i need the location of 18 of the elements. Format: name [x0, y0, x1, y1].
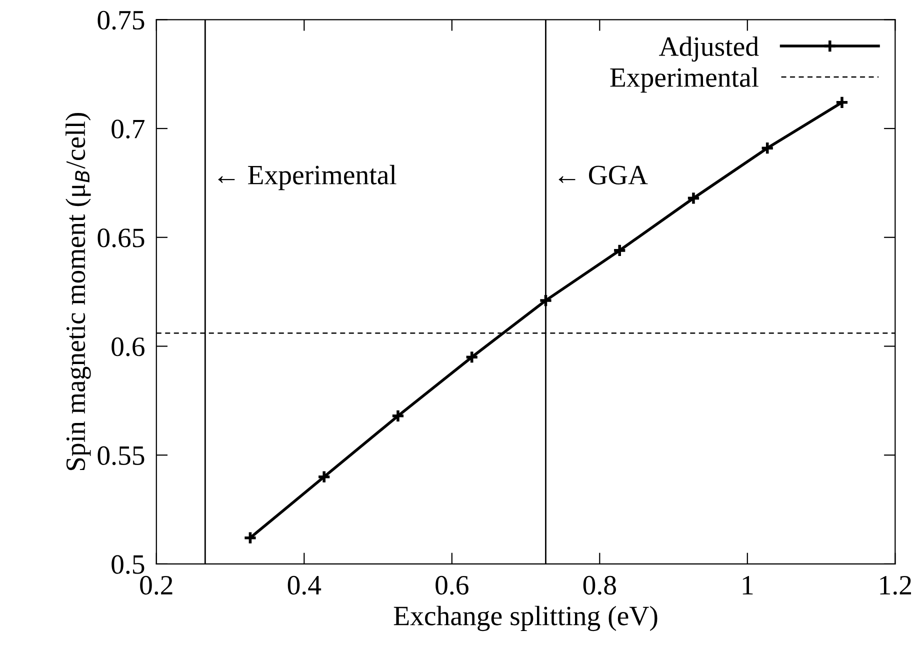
y-tick-label: 0.75 [98, 10, 144, 30]
legend-label: Adjusted [659, 36, 759, 62]
y-tick-label: 0.55 [98, 446, 144, 466]
y-tick-label: 0.65 [98, 228, 144, 248]
x-tick-label: 0.8 [583, 576, 616, 595]
x-axis-title: Exchange splitting (eV) [394, 606, 658, 632]
ref-line-label: ← Experimental [218, 164, 396, 190]
y-tick-label: 0.5 [112, 555, 144, 574]
y-tick-label: 0.7 [112, 120, 144, 139]
y-axis-title: Spin magnetic moment (μ$_{B}$/cell) [66, 112, 91, 470]
x-tick-label: 0.4 [288, 576, 322, 595]
x-tick-label: 1 [742, 576, 753, 594]
y-tick-label: 0.6 [112, 337, 144, 356]
legend-label: Experimental [610, 67, 758, 93]
x-tick-label: 0.2 [140, 576, 172, 595]
x-tick-label: 1.2 [880, 576, 911, 595]
ref-line-label: ← GGA [558, 166, 648, 184]
x-tick-label: 0.6 [436, 576, 468, 595]
